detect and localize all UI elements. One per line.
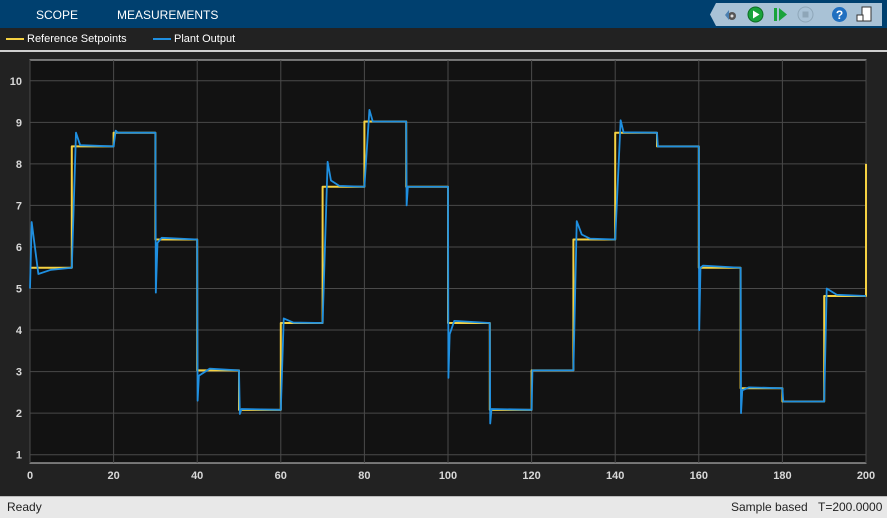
series-line-plant-output — [29, 108, 867, 425]
legend: Reference Setpoints Plant Output — [0, 28, 887, 52]
y-tick-label: 10 — [10, 76, 22, 88]
x-tick-label: 80 — [358, 470, 370, 482]
legend-label: Plant Output — [174, 33, 236, 45]
svg-text:?: ? — [836, 8, 843, 22]
y-tick-label: 4 — [16, 325, 23, 337]
tab-scope[interactable]: SCOPE — [36, 8, 79, 22]
x-tick-label: 180 — [773, 470, 791, 482]
x-tick-label: 100 — [439, 470, 457, 482]
y-tick-label: 8 — [16, 159, 22, 171]
y-tick-label: 7 — [16, 200, 22, 212]
status-text: Ready — [7, 500, 42, 514]
legend-item-reference-setpoints[interactable]: Reference Setpoints — [6, 33, 127, 45]
x-tick-label: 20 — [107, 470, 119, 482]
y-tick-label: 3 — [16, 367, 22, 379]
y-tick-label: 5 — [16, 284, 22, 296]
x-tick-label: 60 — [275, 470, 287, 482]
x-tick-label: 160 — [690, 470, 708, 482]
legend-swatch — [153, 38, 171, 40]
step-forward-icon[interactable] — [772, 6, 789, 23]
legend-swatch — [6, 38, 24, 40]
legend-label: Reference Setpoints — [27, 33, 127, 45]
status-bar: Ready Sample based T=200.0000 — [0, 496, 887, 518]
sim-time: T=200.0000 — [818, 500, 883, 514]
x-tick-label: 0 — [27, 470, 33, 482]
y-tick-label: 1 — [16, 450, 22, 462]
scope-plot[interactable]: 0 20 40 60 80 100 120 140 160 180 200 1 2 3 4 5 6 7 8 9 10 — [0, 52, 887, 496]
settings-icon[interactable] — [722, 6, 739, 23]
undock-icon[interactable] — [856, 6, 873, 23]
y-tick-label: 9 — [16, 117, 22, 129]
help-icon[interactable]: ? — [831, 6, 848, 23]
legend-item-plant-output[interactable]: Plant Output — [153, 33, 235, 45]
sample-mode: Sample based — [731, 500, 808, 514]
x-tick-label: 120 — [522, 470, 540, 482]
y-tick-label: 2 — [16, 408, 22, 420]
tab-measurements[interactable]: MEASUREMENTS — [117, 8, 219, 22]
x-tick-label: 140 — [606, 470, 624, 482]
y-tick-label: 6 — [16, 242, 22, 254]
quick-access-toolbar: ? — [710, 3, 882, 26]
scope-toolbar: SCOPE MEASUREMENTS ? — [0, 0, 887, 28]
run-icon[interactable] — [747, 6, 764, 23]
x-tick-label: 200 — [857, 470, 875, 482]
x-tick-label: 40 — [191, 470, 203, 482]
stop-icon[interactable] — [797, 6, 814, 23]
